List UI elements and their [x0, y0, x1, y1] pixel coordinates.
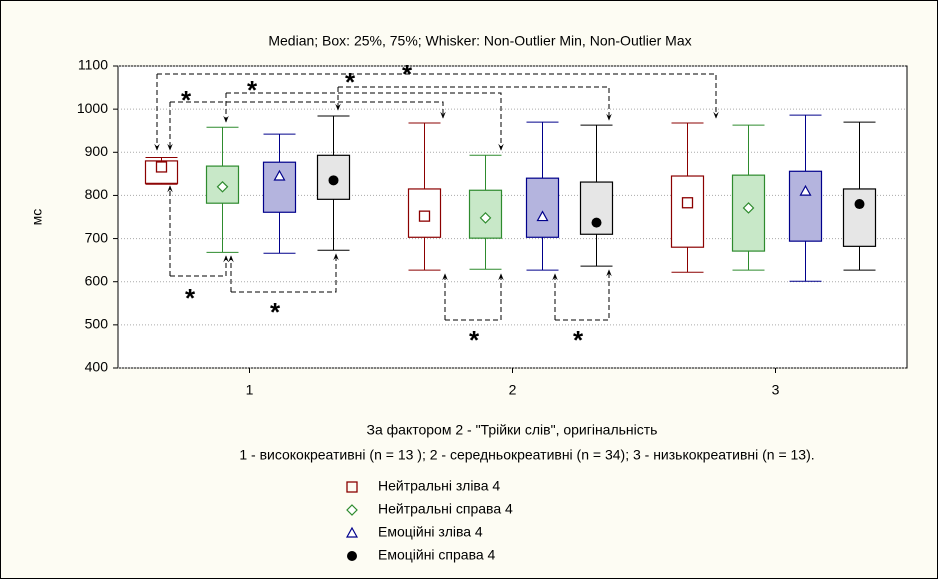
significance-star: * [345, 67, 356, 97]
subtitle: 1 - висококреативні (n = 13 ); 2 - серед… [239, 447, 814, 463]
box [731, 174, 766, 252]
median-marker [328, 175, 339, 186]
y-tick-label: 400 [85, 359, 109, 375]
legend-marker [346, 504, 358, 516]
significance-star: * [469, 325, 480, 355]
chart-title: Median; Box: 25%, 75%; Whisker: Non-Outl… [268, 33, 691, 49]
significance-star: * [573, 325, 584, 355]
box [407, 188, 442, 238]
legend-label: Емоційні зліва 4 [378, 524, 483, 540]
y-axis-label: мс [29, 209, 45, 226]
y-tick-label: 1100 [78, 57, 108, 73]
median-marker [591, 217, 602, 228]
significance-star: * [247, 75, 258, 105]
significance-bracket [157, 73, 719, 119]
y-tick-label: 800 [85, 186, 109, 202]
significance-bracket [338, 86, 612, 121]
box [525, 177, 560, 238]
significance-bracket [226, 92, 504, 151]
median-marker [742, 202, 755, 214]
significance-star: * [402, 59, 413, 89]
significance-bracket [231, 253, 339, 293]
x-tick-label: 1 [246, 382, 254, 398]
significance-star: * [185, 283, 196, 313]
legend-label: Нейтральні зліва 4 [378, 478, 500, 494]
legend-marker [346, 481, 358, 493]
median-marker [155, 161, 168, 173]
box [670, 175, 705, 248]
box [842, 188, 877, 247]
x-tick-label: 3 [772, 382, 780, 398]
x-tick-label: 2 [509, 382, 517, 398]
legend-marker [347, 551, 357, 561]
median-marker [799, 184, 812, 196]
median-marker [479, 212, 492, 224]
box [262, 161, 297, 213]
median-marker [854, 199, 865, 210]
legend-label: Емоційні справа 4 [378, 547, 496, 563]
plot-area [117, 65, 908, 369]
significance-bracket [445, 273, 504, 321]
y-tick-label: 1000 [77, 100, 108, 116]
legend-label: Нейтральні справа 4 [378, 501, 513, 517]
significance-bracket [170, 255, 229, 277]
median-marker [216, 180, 229, 193]
y-tick-label: 500 [85, 316, 109, 332]
median-marker [681, 197, 694, 209]
median-marker [536, 210, 549, 222]
median-marker [418, 210, 431, 222]
y-tick-label: 600 [85, 272, 109, 288]
y-tick-label: 700 [85, 229, 109, 245]
x-axis-label: За фактором 2 - "Трійки слів", оригіналь… [367, 422, 658, 438]
median-marker [273, 169, 286, 181]
significance-star: * [181, 85, 192, 115]
legend-marker [345, 526, 359, 538]
significance-bracket [555, 269, 612, 321]
significance-star: * [270, 297, 281, 327]
y-tick-label: 900 [85, 143, 109, 159]
box [788, 170, 823, 242]
significance-bracket [170, 101, 446, 119]
